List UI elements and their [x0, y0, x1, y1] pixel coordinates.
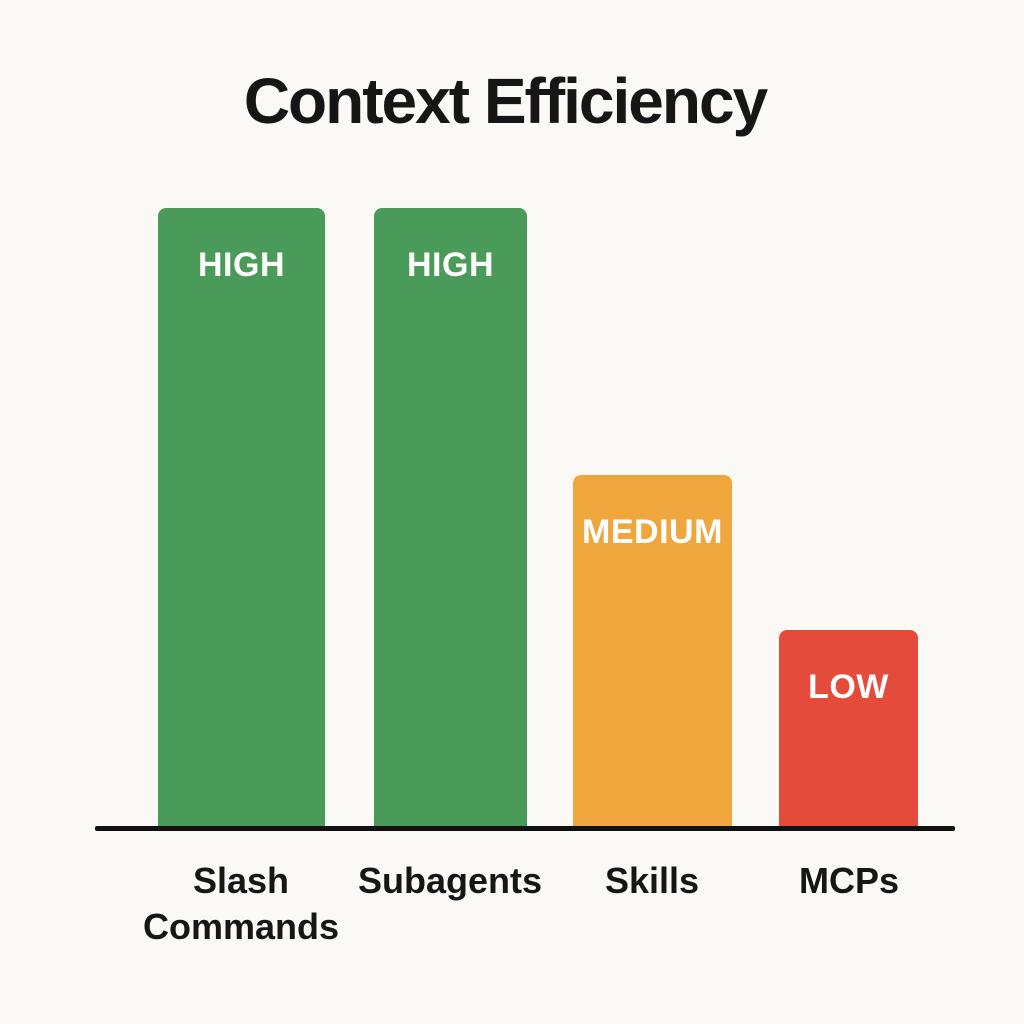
bar-value-label: LOW: [808, 668, 889, 706]
bar-value-label: MEDIUM: [582, 513, 723, 551]
chart-title: Context Efficiency: [243, 65, 768, 137]
x-axis-label-slash-commands: Slash Commands: [142, 860, 340, 947]
x-axis-line: [95, 826, 955, 831]
x-axis-label-skills: Skills: [604, 860, 700, 901]
x-axis-label-mcps: MCPs: [798, 860, 900, 901]
bar-value-label: HIGH: [407, 246, 494, 284]
bar-mcps: LOW: [779, 630, 918, 828]
x-axis-label-subagents: Subagents: [357, 860, 543, 901]
bar-skills: MEDIUM: [573, 475, 732, 828]
bar-value-label: HIGH: [198, 246, 285, 284]
bar-slash-commands: HIGH: [158, 208, 325, 828]
bar-subagents: HIGH: [374, 208, 527, 828]
